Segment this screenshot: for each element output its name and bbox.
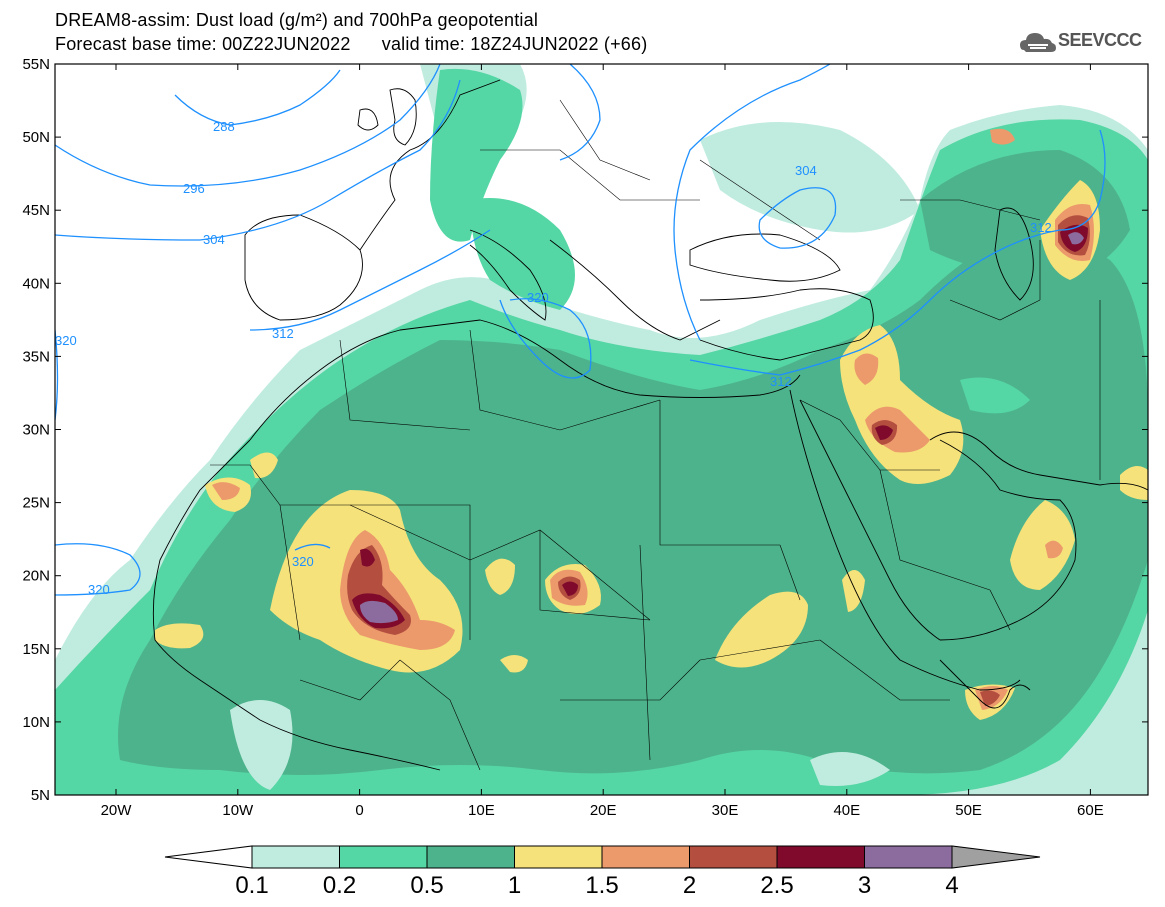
dust-clear-pocket xyxy=(810,752,890,786)
colorbar-swatch xyxy=(689,845,778,869)
colorbar-label: 2 xyxy=(683,872,696,899)
colorbar-label: 0.1 xyxy=(235,872,268,899)
colorbar-label: 0.2 xyxy=(323,872,356,899)
lat-tick-label: 30N xyxy=(22,422,50,439)
lon-tick-label: 0 xyxy=(355,802,363,819)
lat-tick-label: 25N xyxy=(22,495,50,512)
colorbar-label: 1.5 xyxy=(585,872,618,899)
colorbar-swatch xyxy=(514,845,603,869)
dust-region-1-nigeria xyxy=(500,655,528,673)
colorbar-label: 1 xyxy=(508,872,521,899)
country-borders xyxy=(210,99,1101,771)
colorbar-swatch xyxy=(776,845,865,869)
contour-labels: 288 296 304 304 312 312 312 320 320 320 … xyxy=(55,119,1052,597)
dust-region-3 xyxy=(360,600,398,624)
dust-region-2 xyxy=(980,690,1000,706)
dust-region-2.5 xyxy=(360,548,375,567)
dust-region-1-western-sahara xyxy=(250,452,278,479)
contour-label-320: 320 xyxy=(55,333,77,348)
lon-tick-label: 40E xyxy=(833,802,860,819)
lat-tick-label: 35N xyxy=(22,348,50,365)
contour-label-304: 304 xyxy=(795,163,817,178)
lat-tick-label: 10N xyxy=(22,714,50,731)
dust-clear-pocket xyxy=(960,377,1030,414)
colorbar-swatch xyxy=(164,845,253,869)
dust-region-1-sudan xyxy=(715,591,808,668)
colorbar-label: 3 xyxy=(858,872,871,899)
dust-region-1.5 xyxy=(990,128,1015,145)
dust-region-1.5 xyxy=(212,482,240,500)
colorbar-swatch xyxy=(601,845,690,869)
coastlines xyxy=(152,79,1148,771)
lat-tick-label: 5N xyxy=(31,787,50,804)
dust-region-1-pakistan xyxy=(1120,466,1148,500)
colorbar-swatch xyxy=(339,845,428,869)
contour-label-312: 312 xyxy=(770,374,792,389)
dust-region-0.1-europe xyxy=(700,122,920,233)
latitude-axis: 55N 50N 45N 40N 35N 30N 25N 20N 15N 10N 5N xyxy=(22,56,1148,804)
dust-region-1-mali xyxy=(155,623,204,649)
lat-tick-label: 55N xyxy=(22,56,50,73)
dust-region-1-oman xyxy=(1010,500,1075,590)
contour-label-320: 320 xyxy=(88,582,110,597)
dust-region-1-niger xyxy=(485,558,515,595)
lat-tick-label: 50N xyxy=(22,129,50,146)
colorbar-label: 2.5 xyxy=(760,872,793,899)
logo-text: SEEVCCC xyxy=(1058,30,1142,50)
contour-label-304: 304 xyxy=(203,232,225,247)
dust-clear-pocket xyxy=(230,700,293,790)
dust-region-0.2-italy xyxy=(470,198,575,310)
time-labels: Forecast base time: 00Z22JUN2022 valid t… xyxy=(55,34,647,55)
lat-tick-label: 40N xyxy=(22,275,50,292)
colorbar-swatch xyxy=(251,845,340,869)
contour-label-296: 296 xyxy=(183,181,205,196)
contour-label-312: 312 xyxy=(272,326,294,341)
base-time-label: Forecast base time: 00Z22JUN2022 xyxy=(55,34,351,54)
contour-label-312: 312 xyxy=(1030,220,1052,235)
dust-region-1.5 xyxy=(854,353,879,385)
dust-region-0.2-alps xyxy=(430,68,523,242)
colorbar-label: 4 xyxy=(945,872,958,899)
contour-label-320: 320 xyxy=(292,554,314,569)
dust-region-1.5 xyxy=(1045,540,1063,559)
contour-label-320: 320 xyxy=(527,290,549,305)
colorbar-swatch xyxy=(426,845,515,869)
lat-tick-label: 20N xyxy=(22,568,50,585)
lon-tick-label: 20W xyxy=(101,802,133,819)
cloud-logo-icon xyxy=(1020,33,1056,52)
geopotential-contours xyxy=(55,64,1106,596)
longitude-axis: 20W 10W 0 10E 20E 30E 40E 50E 60E xyxy=(101,64,1104,819)
map-title: DREAM8-assim: Dust load (g/m²) and 700hP… xyxy=(55,10,539,30)
lat-tick-label: 45N xyxy=(22,202,50,219)
lon-tick-label: 30E xyxy=(712,802,739,819)
dust-region-3 xyxy=(1068,232,1084,245)
lon-tick-label: 60E xyxy=(1077,802,1104,819)
lat-tick-label: 15N xyxy=(22,641,50,658)
dust-region-1-red-sea xyxy=(842,570,865,612)
lon-tick-label: 10W xyxy=(222,802,254,819)
lon-tick-label: 50E xyxy=(955,802,982,819)
colorbar-swatch xyxy=(951,845,1041,869)
lon-tick-label: 10E xyxy=(468,802,495,819)
dust-region-2.5 xyxy=(875,425,893,440)
colorbar: 0.1 0.2 0.5 1 1.5 2 2.5 3 4 xyxy=(164,845,1041,899)
contour-label-288: 288 xyxy=(213,119,235,134)
colorbar-swatch xyxy=(864,845,953,869)
colorbar-label: 0.5 xyxy=(410,872,443,899)
lon-tick-label: 20E xyxy=(590,802,617,819)
dust-region-2.5 xyxy=(562,581,578,596)
valid-time-label: valid time: 18Z24JUN2022 (+66) xyxy=(381,34,648,54)
